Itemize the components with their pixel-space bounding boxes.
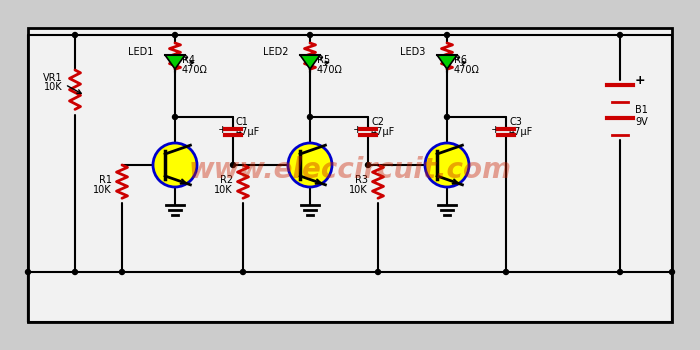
Ellipse shape (425, 143, 469, 187)
Circle shape (73, 270, 78, 274)
Circle shape (230, 162, 235, 168)
Text: 10K: 10K (43, 82, 62, 92)
Text: R5: R5 (317, 55, 330, 65)
Circle shape (307, 33, 312, 37)
Circle shape (241, 270, 246, 274)
Text: B1: B1 (635, 105, 648, 115)
Ellipse shape (153, 143, 197, 187)
Circle shape (617, 33, 622, 37)
Circle shape (617, 270, 622, 274)
Text: www.eleccircuit.com: www.eleccircuit.com (188, 156, 512, 184)
Circle shape (307, 114, 312, 119)
Circle shape (365, 162, 370, 168)
Text: 10K: 10K (349, 185, 368, 195)
Text: +: + (217, 125, 227, 135)
Text: 47μF: 47μF (371, 127, 395, 137)
Circle shape (444, 33, 449, 37)
Circle shape (120, 270, 125, 274)
Text: 470Ω: 470Ω (182, 65, 208, 75)
Text: R4: R4 (182, 55, 195, 65)
Text: LED3: LED3 (400, 47, 425, 57)
Text: +: + (635, 74, 645, 86)
Text: +: + (490, 125, 500, 135)
Text: C2: C2 (371, 117, 384, 127)
Circle shape (73, 33, 78, 37)
Text: R2: R2 (220, 175, 233, 185)
Bar (28, 28, 672, 322)
Circle shape (444, 114, 449, 119)
Text: 9V: 9V (635, 117, 648, 127)
Text: 47μF: 47μF (509, 127, 533, 137)
Text: 470Ω: 470Ω (317, 65, 343, 75)
Circle shape (25, 270, 31, 274)
Text: LED1: LED1 (127, 47, 153, 57)
Circle shape (503, 270, 508, 274)
Text: C1: C1 (236, 117, 249, 127)
Circle shape (375, 270, 381, 274)
Text: R1: R1 (99, 175, 112, 185)
Text: LED2: LED2 (262, 47, 288, 57)
Circle shape (669, 270, 675, 274)
Text: 47μF: 47μF (236, 127, 260, 137)
Ellipse shape (288, 143, 332, 187)
Text: 10K: 10K (93, 185, 112, 195)
Text: R6: R6 (454, 55, 467, 65)
Circle shape (172, 33, 178, 37)
Text: 10K: 10K (214, 185, 233, 195)
Text: +: + (352, 125, 362, 135)
Polygon shape (165, 55, 185, 69)
Circle shape (172, 114, 178, 119)
Text: VR1: VR1 (43, 73, 63, 83)
Polygon shape (300, 55, 320, 69)
Polygon shape (437, 55, 457, 69)
Text: R3: R3 (355, 175, 368, 185)
Text: C3: C3 (509, 117, 522, 127)
Text: 470Ω: 470Ω (454, 65, 480, 75)
